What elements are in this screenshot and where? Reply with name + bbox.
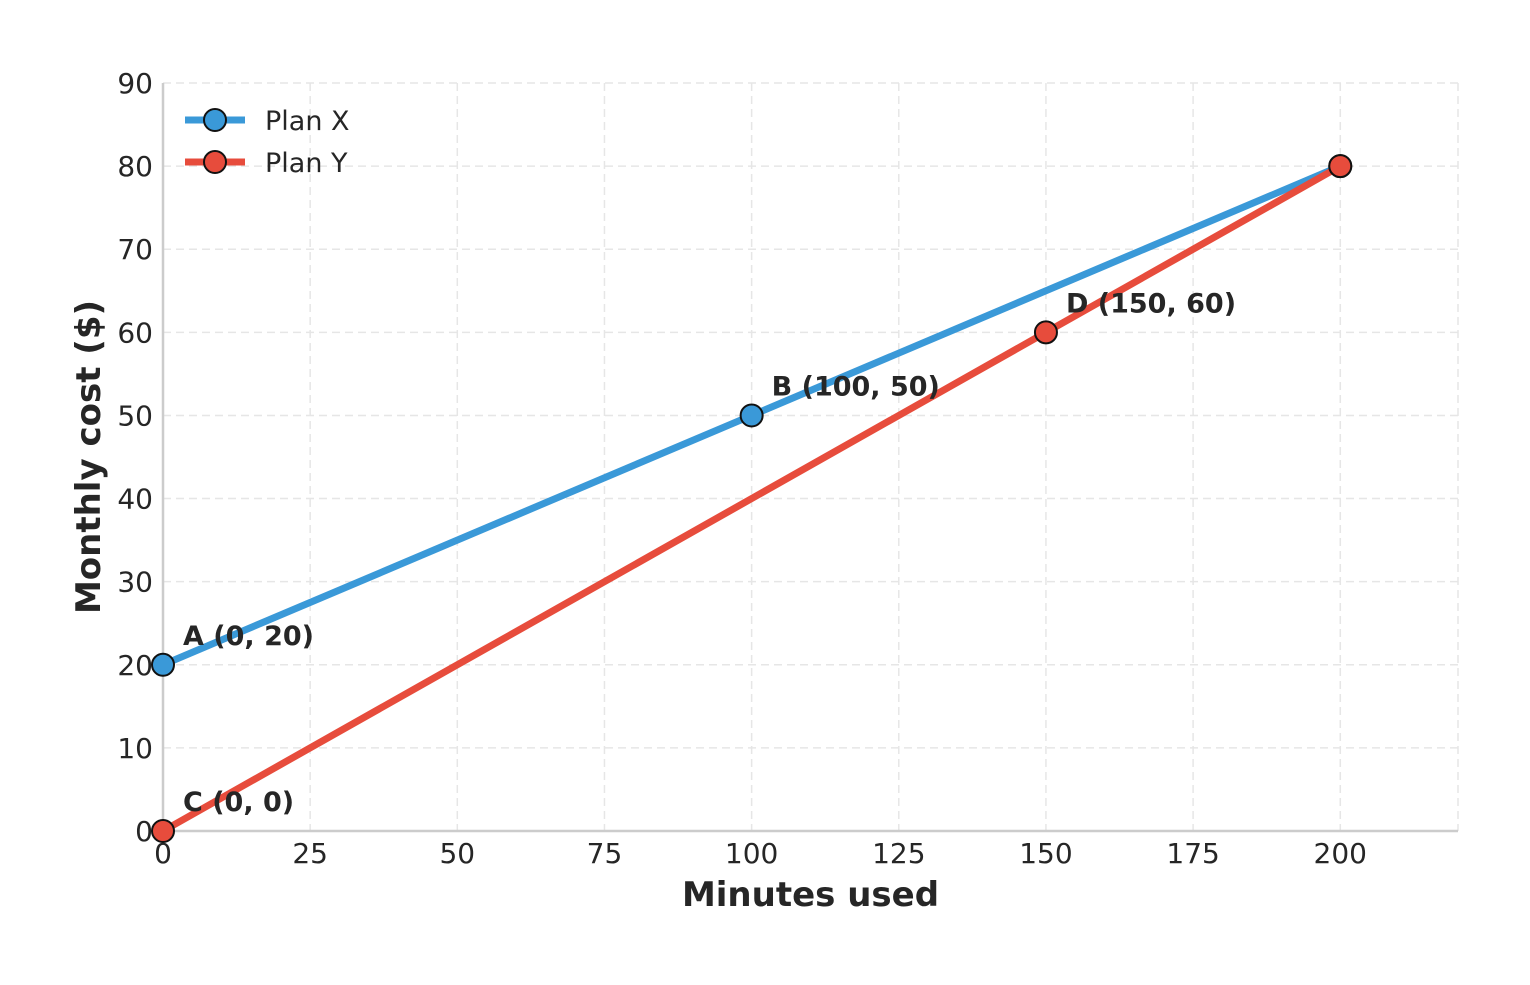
x-tick-label: 175 bbox=[1166, 837, 1219, 870]
point-annotation: A (0, 20) bbox=[183, 621, 314, 652]
y-tick-label: 10 bbox=[117, 732, 153, 765]
tick-labels: 0 25 50 75 100 125 150 175 200 0 10 20 30 40 50 60 70 80 9… bbox=[117, 67, 1367, 870]
point-annotation: B (100, 50) bbox=[772, 371, 940, 402]
axes bbox=[161, 83, 1458, 833]
data-point bbox=[739, 403, 764, 428]
data-point bbox=[1033, 320, 1058, 345]
x-tick-label: 100 bbox=[725, 837, 778, 870]
legend-marker bbox=[203, 150, 227, 174]
data-point bbox=[151, 652, 175, 677]
data-points bbox=[151, 154, 1353, 843]
grid bbox=[163, 82, 1459, 831]
legend-entry: Plan Y bbox=[185, 148, 348, 179]
y-tick-label: 0 bbox=[135, 815, 153, 848]
y-axis-title: Monthly cost ($) bbox=[69, 300, 109, 614]
y-tick-label: 80 bbox=[117, 150, 153, 183]
legend-marker bbox=[203, 108, 227, 132]
y-tick-label: 30 bbox=[117, 566, 153, 599]
x-tick-label: 125 bbox=[872, 837, 925, 870]
point-annotation: C (0, 0) bbox=[183, 787, 294, 818]
legend: Plan X Plan Y bbox=[185, 106, 350, 179]
x-tick-label: 0 bbox=[154, 837, 172, 870]
x-axis-title: Minutes used bbox=[682, 875, 939, 915]
point-annotations: A (0, 20) B (100, 50) C (0, 0) D (150, 60) bbox=[183, 288, 1236, 818]
y-tick-label: 20 bbox=[117, 649, 153, 682]
legend-label: Plan Y bbox=[265, 148, 348, 179]
data-point bbox=[1328, 154, 1353, 179]
data-point bbox=[151, 819, 175, 843]
x-tick-label: 50 bbox=[439, 837, 475, 870]
y-tick-label: 40 bbox=[117, 483, 153, 516]
x-tick-label: 25 bbox=[292, 837, 328, 870]
x-tick-label: 150 bbox=[1019, 837, 1072, 870]
y-tick-label: 50 bbox=[117, 399, 153, 432]
y-tick-label: 90 bbox=[117, 67, 153, 100]
legend-label: Plan X bbox=[265, 106, 350, 137]
x-tick-label: 200 bbox=[1314, 837, 1367, 870]
legend-entry: Plan X bbox=[185, 106, 350, 137]
x-tick-label: 75 bbox=[587, 837, 623, 870]
y-tick-label: 70 bbox=[117, 233, 153, 266]
point-annotation: D (150, 60) bbox=[1066, 288, 1236, 319]
y-tick-label: 60 bbox=[117, 316, 153, 349]
